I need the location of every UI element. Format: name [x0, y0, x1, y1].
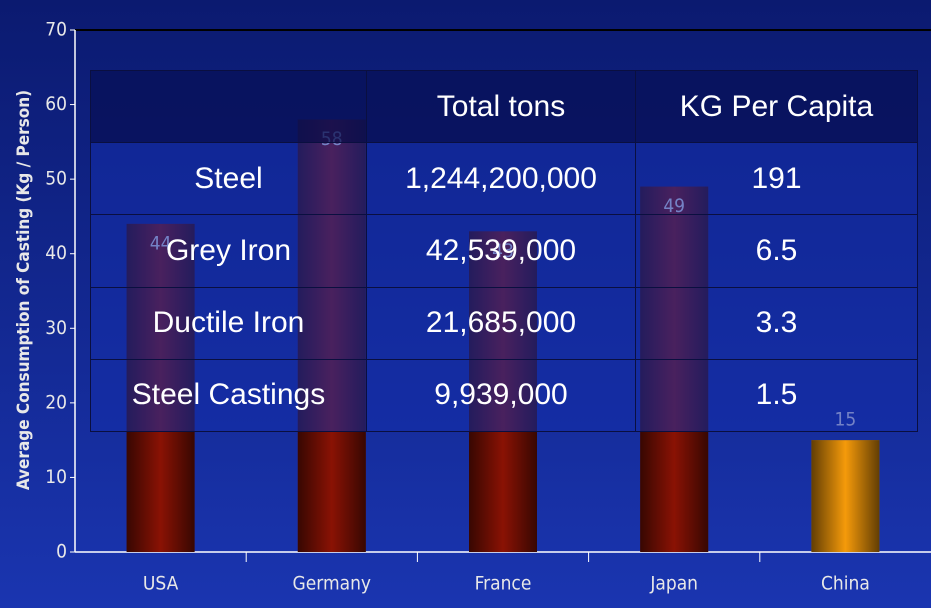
x-tick-label: Germany	[293, 573, 372, 595]
y-tick-label: 20	[45, 391, 67, 413]
y-tick-label: 70	[45, 19, 67, 41]
table-cell: 9,939,000	[366, 358, 636, 433]
table-cell	[90, 69, 367, 144]
x-tick-label: China	[821, 573, 870, 595]
data-table: Total tons KG Per Capita Steel 1,244,200,00…	[90, 69, 918, 433]
bar-shade	[811, 440, 880, 552]
x-tick-label: Japan	[649, 573, 698, 595]
table-row: Steel 1,244,200,000 191	[90, 142, 918, 216]
table-cell: 6.5	[635, 214, 918, 288]
table-cell: Steel	[90, 142, 367, 216]
x-tick-label: France	[475, 573, 532, 595]
table-cell: 21,685,000	[366, 286, 636, 360]
table-row: Ductile Iron 21,685,000 3.3	[90, 286, 918, 360]
table-cell: Ductile Iron	[90, 286, 367, 360]
y-tick-label: 30	[45, 317, 67, 339]
y-tick-label: 50	[45, 168, 67, 190]
y-axis-label: Average Consumption of Casting (Kg / Per…	[14, 90, 34, 490]
y-tick-label: 40	[45, 242, 67, 264]
table-cell: 42,539,000	[366, 214, 636, 288]
table-cell: KG Per Capita	[635, 69, 918, 144]
table-cell: Total tons	[366, 69, 636, 144]
table-cell: 1,244,200,000	[366, 142, 636, 216]
table-row: Total tons KG Per Capita	[90, 69, 918, 144]
table-cell: 1.5	[635, 358, 918, 433]
y-tick-label: 0	[56, 541, 67, 563]
table-cell: Steel Castings	[90, 358, 367, 433]
table-cell: 191	[635, 142, 918, 216]
table-row: Steel Castings 9,939,000 1.5	[90, 358, 918, 433]
y-tick-label: 10	[45, 466, 67, 488]
y-tick-label: 60	[45, 93, 67, 115]
x-tick-label: USA	[143, 573, 179, 595]
table-row: Grey Iron 42,539,000 6.5	[90, 214, 918, 288]
table-cell: 3.3	[635, 286, 918, 360]
table-cell: Grey Iron	[90, 214, 367, 288]
